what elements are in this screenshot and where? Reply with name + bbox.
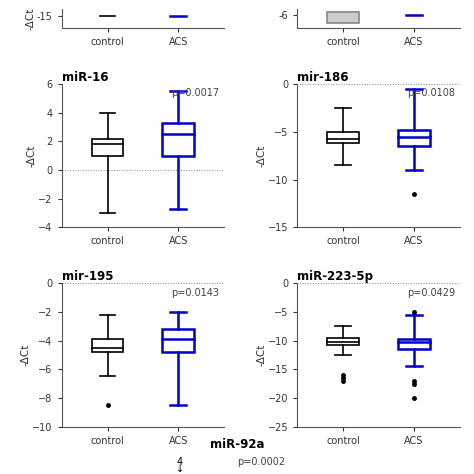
FancyBboxPatch shape [91, 138, 123, 155]
FancyBboxPatch shape [327, 12, 359, 23]
Y-axis label: -ΔCt: -ΔCt [256, 145, 266, 167]
Text: 4: 4 [177, 456, 183, 466]
FancyBboxPatch shape [91, 339, 123, 352]
Text: mir-195: mir-195 [62, 270, 113, 283]
Text: p=0.0143: p=0.0143 [171, 288, 219, 298]
Text: miR-223-5p: miR-223-5p [297, 270, 373, 283]
Y-axis label: -ΔCt: -ΔCt [256, 344, 266, 366]
Text: mir-186: mir-186 [297, 71, 349, 84]
Text: p=0.0108: p=0.0108 [407, 88, 455, 99]
Text: miR-16: miR-16 [62, 71, 108, 84]
Y-axis label: -ΔCt: -ΔCt [27, 145, 37, 167]
Text: p=0.0002: p=0.0002 [237, 456, 285, 466]
FancyBboxPatch shape [162, 329, 194, 352]
Y-axis label: -ΔCt: -ΔCt [21, 344, 31, 366]
Text: p=0.0017: p=0.0017 [171, 88, 219, 99]
FancyBboxPatch shape [398, 339, 430, 349]
Text: p=0.0429: p=0.0429 [407, 288, 455, 298]
Y-axis label: -ΔCt: -ΔCt [25, 8, 36, 30]
FancyBboxPatch shape [398, 130, 430, 146]
FancyBboxPatch shape [327, 132, 359, 143]
Text: ↓: ↓ [176, 464, 184, 474]
FancyBboxPatch shape [162, 123, 194, 155]
FancyBboxPatch shape [327, 338, 359, 345]
Text: miR-92a: miR-92a [210, 438, 264, 451]
